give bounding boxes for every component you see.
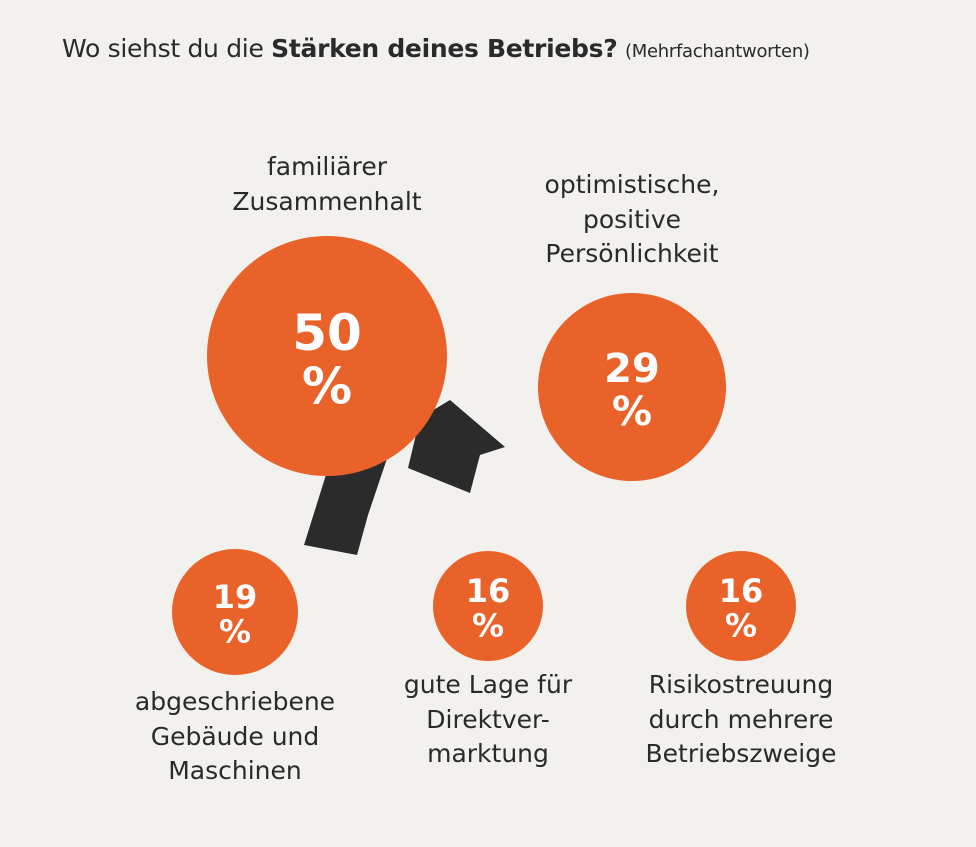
bubble-percent: % <box>725 606 757 644</box>
bubble-value: 50 <box>292 304 362 362</box>
bubble: 16% <box>686 551 796 661</box>
bubble-circle <box>172 549 298 675</box>
bubble-label: optimistische, positive Persönlichkeit <box>492 168 772 272</box>
bubble-label-line: Risikostreuung <box>648 670 834 699</box>
bubble-label-line: gute Lage für <box>403 670 573 699</box>
bubble-label-line: Maschinen <box>168 756 302 785</box>
bubble-label-line: familiärer <box>266 152 388 181</box>
title-note: (Mehrfachantworten) <box>625 41 810 62</box>
bubble-label: gute Lage für Direktver-marktung <box>348 668 628 772</box>
chart-title: Wo siehst du die Stärken deines Betriebs… <box>62 34 810 63</box>
bubble-circle <box>538 293 726 481</box>
bubble-percent: % <box>302 358 352 416</box>
bubble-label: familiärer Zusammenhalt <box>187 150 467 219</box>
bubble: 50% <box>207 236 447 476</box>
bubble-percent: % <box>472 606 504 644</box>
bubble-circle <box>207 236 447 476</box>
bubble-label-line: abgeschriebene <box>134 687 336 716</box>
bubble-value: 16 <box>719 572 764 610</box>
bubble-label-line: Persönlichkeit <box>545 239 719 268</box>
bubble-percent: % <box>612 389 652 435</box>
bubble-label-line: Betriebszweige <box>645 739 837 768</box>
bubble-value: 16 <box>466 572 511 610</box>
bubble-percent: % <box>219 612 251 650</box>
ribbon-right <box>408 400 505 493</box>
bubble-circle <box>686 551 796 661</box>
bubble-label-line: durch mehrere <box>648 704 834 734</box>
bubble-value: 19 <box>213 578 258 616</box>
title-bold: Stärken deines Betriebs? <box>271 34 618 63</box>
bubble-label: Risikostreuung durch mehrere Betriebszweig… <box>591 668 891 772</box>
bubble-label-line: Direktver- <box>426 704 550 734</box>
bubble-label-line: Gebäude und <box>150 721 320 751</box>
bubble-value: 29 <box>604 346 660 392</box>
bubble-label-line: optimistische, <box>544 170 720 199</box>
bubble-label-line: positive <box>582 204 682 234</box>
title-normal: Wo siehst du die <box>62 34 272 63</box>
bubble-label-line: Zusammenhalt <box>232 186 422 216</box>
bubble-circle <box>433 551 543 661</box>
bubble-label-line: marktung <box>427 739 549 768</box>
bubble: 19% <box>172 549 298 675</box>
bubble: 16% <box>433 551 543 661</box>
bubble: 29% <box>538 293 726 481</box>
bubble-label: abgeschriebene Gebäude und Maschinen <box>95 685 375 789</box>
